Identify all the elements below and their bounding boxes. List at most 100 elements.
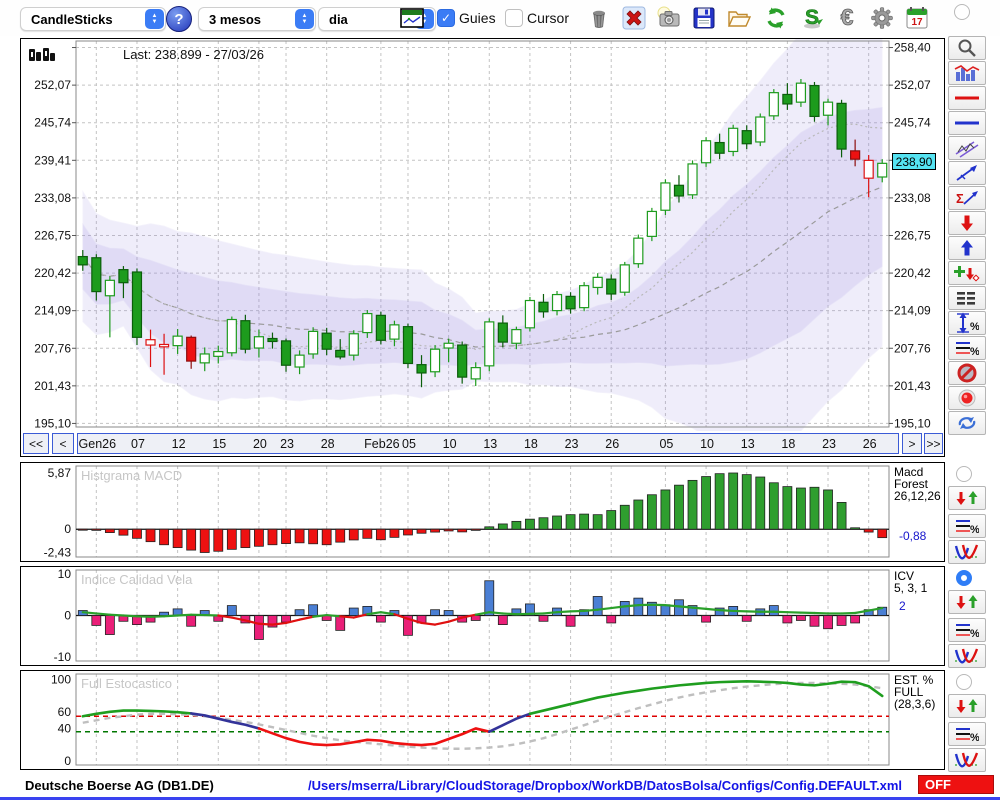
- chevron-updown-icon: ▲ ▼: [295, 9, 314, 29]
- stoch-arrows-button[interactable]: [948, 694, 986, 718]
- blue-line-icon: [955, 121, 979, 125]
- icv-curve-button[interactable]: [948, 644, 986, 668]
- macd-lines-percent-button[interactable]: %: [948, 514, 986, 538]
- trash-icon[interactable]: [585, 5, 613, 31]
- arrow-down-red-button[interactable]: [948, 211, 986, 235]
- macd-select-radio[interactable]: [956, 466, 972, 482]
- icv-last-value: 2: [899, 599, 906, 613]
- svg-text:220,42: 220,42: [894, 266, 931, 280]
- nav-forward-button[interactable]: >: [902, 433, 922, 454]
- svg-text:226,75: 226,75: [34, 228, 71, 242]
- lines-percent-button[interactable]: %: [948, 336, 986, 360]
- curve-icon: [954, 544, 979, 560]
- macd-indicator-label: Macd Forest 26,12,26: [894, 465, 941, 503]
- stochastic-chart[interactable]: 100 60 40 0: [21, 671, 944, 769]
- svg-text:214,09: 214,09: [34, 304, 71, 318]
- svg-text:239,41: 239,41: [34, 153, 71, 167]
- stochastic-panel: 100 60 40 0 Full Estocastico EST. % FULL (2…: [20, 670, 945, 770]
- macd-histogram-chart[interactable]: 5,87 0 -2,43: [21, 463, 944, 561]
- arrow-up-blue-button[interactable]: [948, 236, 986, 260]
- save-floppy-icon[interactable]: [690, 5, 718, 31]
- sigma-trend-icon: Σ: [956, 191, 978, 206]
- icv-lines-percent-button[interactable]: %: [948, 618, 986, 642]
- date-tick-label: 18: [523, 437, 538, 451]
- date-axis-strip[interactable]: Gen26 07 12 15 20 23 28 Feb26 05 10 13 18 23 26 05 10 13…: [77, 433, 899, 454]
- camera-icon[interactable]: [655, 5, 683, 31]
- indicator-chart-button[interactable]: [948, 61, 986, 85]
- arrows-updown-icon: [956, 595, 978, 609]
- euro-icon[interactable]: €: [833, 5, 861, 31]
- date-tick-label: 15: [212, 437, 227, 451]
- settings-gear-icon[interactable]: [868, 5, 896, 31]
- red-hline-button[interactable]: [948, 86, 986, 110]
- svg-text:-2,43: -2,43: [44, 545, 72, 559]
- date-tick-label: Feb26: [364, 437, 400, 451]
- guies-checkbox[interactable]: ✓: [437, 9, 455, 27]
- red-line-icon: [955, 96, 979, 100]
- svg-text:10: 10: [58, 567, 72, 581]
- nav-fast-forward-button[interactable]: >>: [924, 433, 943, 454]
- sync-s-icon[interactable]: S: [798, 5, 826, 31]
- svg-text:%: %: [970, 321, 979, 333]
- date-tick-label: 13: [483, 437, 498, 451]
- svg-text:201,43: 201,43: [34, 379, 71, 393]
- add-signal-button[interactable]: [948, 261, 986, 285]
- lines-percent-icon: %: [956, 728, 979, 744]
- calendar-icon[interactable]: 17: [903, 5, 931, 31]
- icv-indicator-label: ICV 5, 3, 1: [894, 569, 928, 595]
- icv-select-radio[interactable]: [956, 570, 972, 586]
- nav-fast-back-button[interactable]: <<: [23, 433, 49, 454]
- svg-text:207,76: 207,76: [894, 341, 931, 355]
- macd-arrows-button[interactable]: [948, 486, 986, 510]
- refresh-icon[interactable]: [762, 5, 790, 31]
- blue-hline-button[interactable]: [948, 111, 986, 135]
- delete-x-icon[interactable]: [620, 5, 648, 31]
- off-toggle-button[interactable]: OFF: [918, 775, 994, 794]
- open-folder-icon[interactable]: [725, 5, 753, 31]
- record-dot-icon: [958, 389, 976, 407]
- svg-text:252,07: 252,07: [34, 78, 71, 92]
- vertical-range-icon: %: [957, 312, 979, 334]
- zoom-button[interactable]: [948, 36, 986, 60]
- help-button[interactable]: ?: [166, 6, 192, 32]
- cursor-checkbox[interactable]: [505, 9, 523, 27]
- arrow-down-red-icon: [961, 215, 973, 231]
- sigma-trend-button[interactable]: Σ: [948, 186, 986, 210]
- sync-arrows-icon: [958, 417, 976, 429]
- disable-button[interactable]: [948, 361, 986, 385]
- date-tick-label: 23: [822, 437, 836, 451]
- date-tick-label: Gen26: [78, 437, 117, 451]
- macd-curve-button[interactable]: [948, 540, 986, 564]
- candlestick-chart[interactable]: 195,10 195,10 201,43 201,43 207,76 207,76 214,…: [21, 39, 944, 431]
- calendar-day: 17: [911, 17, 923, 28]
- stochastic-indicator-label: EST. % FULL (28,3,6): [894, 673, 936, 711]
- chart-config-icon[interactable]: [398, 5, 426, 31]
- main-chart-panel: 195,10 195,10 201,43 201,43 207,76 207,76 214,…: [20, 38, 945, 457]
- arrow-up-blue-icon: [961, 240, 973, 256]
- curve-icon: [954, 648, 979, 664]
- channel-button[interactable]: [948, 136, 986, 160]
- svg-text:-10: -10: [54, 650, 72, 664]
- toolbar-radio[interactable]: [954, 4, 970, 20]
- date-tick-label: 26: [605, 437, 620, 451]
- toolbar: CandleSticks ▲ ▼ ? 3 mesos ▲ ▼ dia ▲ ▼ ✓ Gu…: [0, 0, 1000, 36]
- record-button[interactable]: [948, 386, 986, 410]
- date-tick-label: 05: [659, 437, 674, 451]
- curve-icon: [954, 752, 979, 768]
- stoch-lines-percent-button[interactable]: %: [948, 722, 986, 746]
- sync-arrows-button[interactable]: [948, 411, 986, 435]
- stoch-curve-button[interactable]: [948, 748, 986, 772]
- chart-type-select[interactable]: CandleSticks ▲ ▼: [20, 7, 166, 31]
- icv-chart[interactable]: 10 0 -10: [21, 567, 944, 665]
- vertical-range-percent-button[interactable]: %: [948, 311, 986, 335]
- chart-style-corner-icon[interactable]: [29, 47, 59, 63]
- symbol-label: Deutsche Boerse AG (DB1.DE): [25, 778, 214, 793]
- svg-text:214,09: 214,09: [894, 304, 931, 318]
- macd-last-value: -0,88: [899, 529, 927, 543]
- nav-back-button[interactable]: <: [52, 433, 74, 454]
- levels-button[interactable]: [948, 286, 986, 310]
- stoch-select-radio[interactable]: [956, 674, 972, 690]
- icv-arrows-button[interactable]: [948, 590, 986, 614]
- period-select[interactable]: 3 mesos ▲ ▼: [198, 7, 316, 31]
- trendline-button[interactable]: [948, 161, 986, 185]
